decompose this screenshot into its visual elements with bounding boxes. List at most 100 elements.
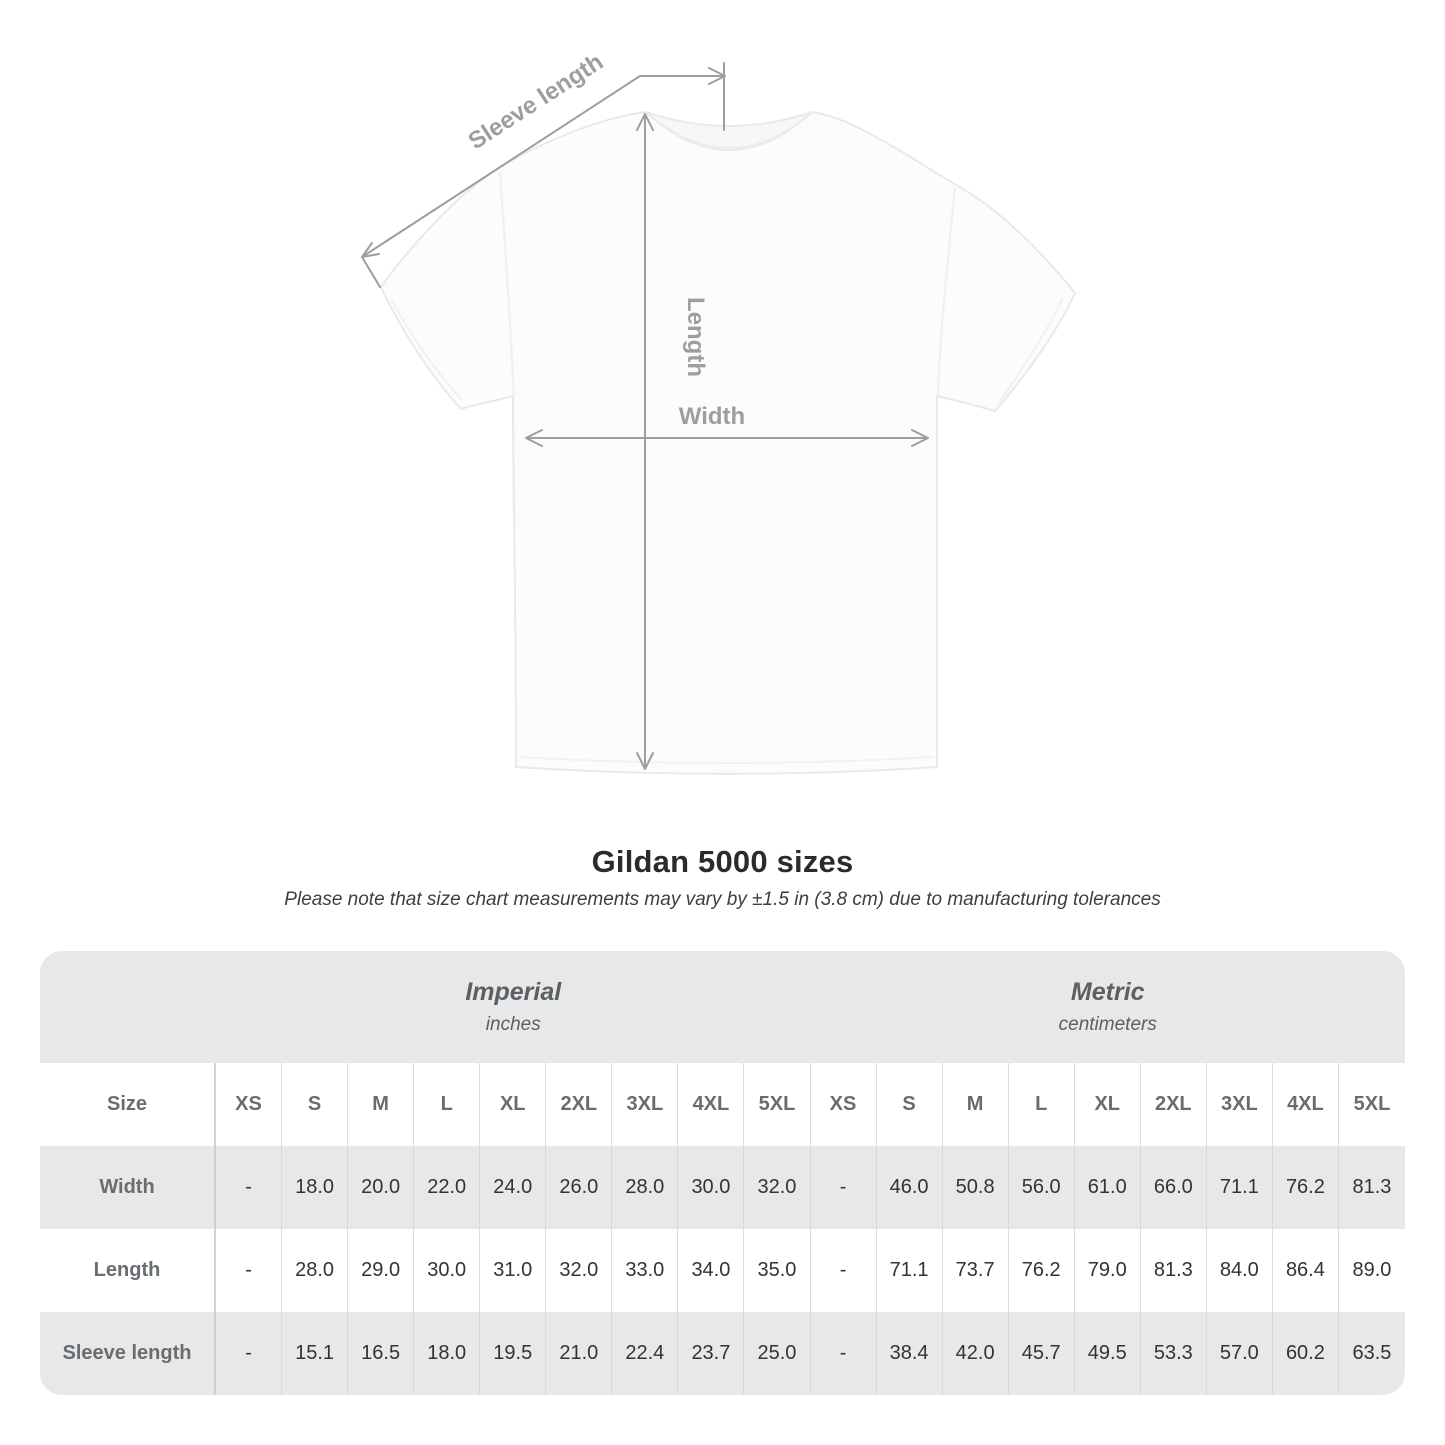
imperial-value-cell: -: [216, 1229, 283, 1312]
size-table-rows: Size XS S M L XL 2XL 3XL 4XL 5XL XS S M L XL 2XL 3XL 4XL 5…: [40, 1063, 1405, 1395]
size-column-header: XL: [1075, 1063, 1141, 1146]
imperial-value-cell: 32.0: [546, 1229, 613, 1312]
tolerance-note: Please note that size chart measurements…: [284, 889, 1161, 910]
metric-value-cell: 38.4: [877, 1312, 943, 1395]
imperial-value-cell: 23.7: [678, 1312, 745, 1395]
imperial-value-cell: 21.0: [546, 1312, 613, 1395]
left-sleeve-seam: [498, 171, 516, 399]
size-column-header: 3XL: [1207, 1063, 1273, 1146]
metric-value-cell: 81.3: [1352, 1176, 1392, 1198]
imperial-value-cell: 30.0: [678, 1146, 745, 1229]
size-column-header: 4XL: [678, 1063, 745, 1146]
width-arrow: [525, 429, 929, 447]
metric-value-cell: 86.4: [1273, 1229, 1339, 1312]
size-column-header: L: [414, 1063, 481, 1146]
imperial-value-cell: 34.0: [678, 1229, 745, 1312]
size-column-header: M: [348, 1063, 415, 1146]
size-column-header: 2XL: [546, 1063, 613, 1146]
left-sleeve-hem-stitch: [391, 299, 463, 401]
right-sleeve-seam: [936, 187, 957, 397]
metric-group-header: Metric centimeters: [811, 951, 1406, 1063]
imperial-value-cell: 32.0: [744, 1146, 811, 1229]
metric-value-cell: 71.1: [1207, 1146, 1273, 1229]
imperial-value-cell: 28.0: [282, 1229, 349, 1312]
collar-ribbing: [655, 119, 803, 149]
metric-value-cell: 66.0: [1141, 1146, 1207, 1229]
size-column-header: XL: [480, 1063, 547, 1146]
size-column-header: 2XL: [1141, 1063, 1207, 1146]
metric-value-cell: -: [811, 1312, 877, 1395]
metric-group-name: Metric: [1070, 978, 1145, 1006]
right-sleeve-hem-stitch: [998, 297, 1064, 404]
metric-value-cell: 61.0: [1075, 1146, 1141, 1229]
page-title: Gildan 5000 sizes: [591, 844, 854, 879]
metric-value-cell: 63.5: [1352, 1342, 1392, 1364]
length-arrow: [636, 113, 654, 770]
table-row: Width -18.0 20.0 22.0 24.0 26.0 28.0 30.0 32.0-4…: [40, 1146, 1405, 1229]
imperial-value-cell: 29.0: [348, 1229, 415, 1312]
imperial-value-cell: 26.0: [546, 1146, 613, 1229]
imperial-value-cell: 20.0: [348, 1146, 415, 1229]
length-label: Length: [682, 297, 709, 377]
imperial-value-cell: 28.0: [612, 1146, 679, 1229]
imperial-value-cell: 15.1: [282, 1312, 349, 1395]
imperial-value-cell: 31.0: [480, 1229, 547, 1312]
imperial-value-cell: 30.0: [414, 1229, 481, 1312]
tshirt-silhouette: [379, 110, 1077, 775]
row-label-cell: Sleeve length: [40, 1312, 216, 1395]
imperial-value-cell: 19.5: [480, 1312, 547, 1395]
sleeve-length-arrow: [361, 62, 726, 288]
imperial-value-cell: 18.0: [414, 1312, 481, 1395]
metric-value-cell: -: [811, 1146, 877, 1229]
imperial-value-cell: 22.4: [612, 1312, 679, 1395]
metric-value-cell: 84.0: [1207, 1229, 1273, 1312]
metric-value-cell: 81.3: [1141, 1229, 1207, 1312]
width-label: Width: [679, 403, 745, 430]
table-row: Length -28.0 29.0 30.0 31.0 32.0 33.0 34.0 35.0-…: [40, 1229, 1405, 1312]
metric-value-cell: 76.2: [1273, 1146, 1339, 1229]
size-column-header: 5XL: [744, 1063, 811, 1146]
metric-value-cell: 89.0: [1352, 1259, 1392, 1281]
imperial-group-unit: inches: [485, 1014, 541, 1035]
size-column-header: XS: [811, 1063, 877, 1146]
size-column-header: 4XL: [1273, 1063, 1339, 1146]
size-header-cell: Size: [40, 1063, 216, 1146]
size-column-header: L: [1009, 1063, 1075, 1146]
hem-stitch: [519, 756, 934, 764]
size-table: Imperial inches Metric centimeters Size X…: [40, 951, 1405, 1395]
metric-value-cell: 76.2: [1009, 1229, 1075, 1312]
size-column-header: S: [877, 1063, 943, 1146]
metric-value-cell: 79.0: [1075, 1229, 1141, 1312]
size-column-header: 3XL: [612, 1063, 679, 1146]
imperial-value-cell: 25.0: [744, 1312, 811, 1395]
imperial-value-cell: 35.0: [744, 1229, 811, 1312]
size-column-header: XS: [216, 1063, 283, 1146]
metric-group-unit: centimeters: [1058, 1014, 1157, 1035]
metric-value-cell: 46.0: [877, 1146, 943, 1229]
unit-group-band: Imperial inches Metric centimeters: [40, 951, 1405, 1063]
metric-value-cell: 71.1: [877, 1229, 943, 1312]
imperial-group-header: Imperial inches: [216, 951, 811, 1063]
size-column-header: M: [943, 1063, 1009, 1146]
metric-value-cell: 53.3: [1141, 1312, 1207, 1395]
size-column-header: 5XL: [1353, 1093, 1391, 1115]
size-column-header: S: [282, 1063, 349, 1146]
metric-value-cell: 45.7: [1009, 1312, 1075, 1395]
metric-value-cell: -: [811, 1229, 877, 1312]
imperial-value-cell: 24.0: [480, 1146, 547, 1229]
row-label-cell: Length: [40, 1229, 216, 1312]
metric-value-cell: 50.8: [943, 1146, 1009, 1229]
imperial-value-cell: 33.0: [612, 1229, 679, 1312]
metric-value-cell: 60.2: [1273, 1312, 1339, 1395]
collar-back: [645, 111, 813, 151]
metric-value-cell: 49.5: [1075, 1312, 1141, 1395]
metric-value-cell: 42.0: [943, 1312, 1009, 1395]
imperial-value-cell: 16.5: [348, 1312, 415, 1395]
imperial-value-cell: 18.0: [282, 1146, 349, 1229]
size-header-row: Size XS S M L XL 2XL 3XL 4XL 5XL XS S M L XL 2XL 3XL 4XL 5…: [40, 1063, 1405, 1146]
imperial-value-cell: 22.0: [414, 1146, 481, 1229]
metric-value-cell: 73.7: [943, 1229, 1009, 1312]
imperial-value-cell: -: [216, 1312, 283, 1395]
imperial-value-cell: -: [216, 1146, 283, 1229]
